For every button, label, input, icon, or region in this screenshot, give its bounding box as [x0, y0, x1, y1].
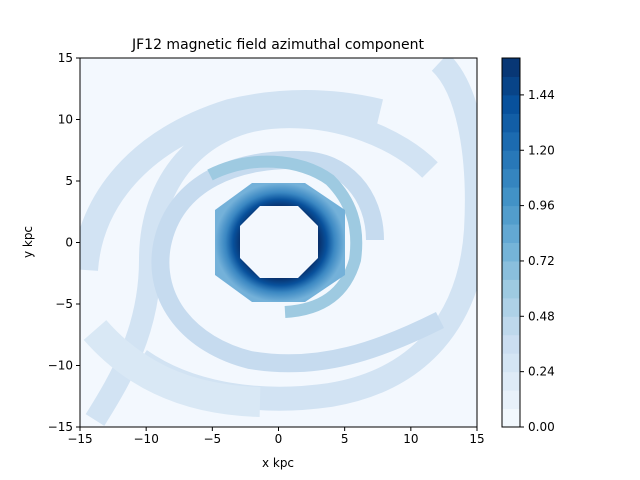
- colorbar-tick-label: 0.48: [528, 309, 555, 323]
- colorbar-tick-label: 0.00: [528, 420, 555, 434]
- colorbar-frame: [501, 57, 521, 428]
- colorbar-tick-label: 1.20: [528, 143, 555, 157]
- x-tick-label: 10: [403, 432, 418, 446]
- colorbar-level: [502, 316, 520, 336]
- y-tick-label: 0: [65, 236, 73, 250]
- colorbar-ticks: 0.00 0.24 0.48 0.72 0.96 1.20 1.44: [520, 88, 555, 434]
- inner-hole: [240, 206, 318, 278]
- x-tick-label: −5: [203, 432, 221, 446]
- x-axis: −15 −10 −5 0 5 10 15: [67, 427, 485, 446]
- colorbar-tick-label: 1.44: [528, 88, 555, 102]
- x-tick-label: 0: [275, 432, 283, 446]
- y-tick-label: 15: [58, 51, 73, 65]
- plot-area: [80, 58, 477, 427]
- x-tick-label: 15: [469, 432, 484, 446]
- spiral-arm-middle: [151, 150, 445, 373]
- y-axis-label: y kpc: [21, 226, 35, 258]
- colorbar-level: [502, 131, 520, 151]
- chart-title: JF12 magnetic field azimuthal component: [131, 37, 425, 53]
- colorbar-tick-label: 0.72: [528, 254, 555, 268]
- y-tick-label: −15: [48, 420, 73, 434]
- colorbar-tick-label: 0.24: [528, 365, 555, 379]
- colorbar-level: [502, 224, 520, 243]
- colorbar-level: [502, 390, 520, 410]
- colorbar-level: [502, 279, 520, 299]
- colorbar: [501, 57, 521, 428]
- spiral-arm-middle-inner: [207, 155, 363, 318]
- colorbar-level: [502, 150, 520, 170]
- y-tick-label: −10: [48, 359, 73, 373]
- colorbar-level: [502, 260, 520, 280]
- colorbar-level: [502, 297, 520, 317]
- colorbar-level: [502, 334, 520, 354]
- y-tick-label: 5: [65, 174, 73, 188]
- x-axis-label: x kpc: [262, 456, 294, 470]
- colorbar-level: [502, 205, 520, 225]
- x-tick-label: −15: [67, 432, 92, 446]
- colorbar-level: [502, 187, 520, 207]
- colorbar-level: [502, 408, 520, 428]
- y-tick-label: 10: [58, 113, 73, 127]
- x-tick-label: −10: [134, 432, 159, 446]
- y-axis: −15 −10 −5 0 5 10 15: [48, 51, 80, 434]
- spiral-arm-bottom-band: [83, 319, 261, 417]
- colorbar-level: [502, 58, 520, 77]
- colorbar-level: [502, 94, 520, 114]
- colorbar-level: [502, 371, 520, 391]
- x-tick-label: 5: [341, 432, 349, 446]
- colorbar-level: [502, 76, 520, 96]
- y-tick-label: −5: [55, 297, 73, 311]
- spiral-arm-left-band: [80, 90, 384, 272]
- colorbar-level: [502, 353, 520, 373]
- colorbar-level: [502, 168, 520, 188]
- colorbar-level: [502, 113, 520, 133]
- colorbar-level: [502, 242, 520, 262]
- colorbar-tick-label: 0.96: [528, 199, 555, 213]
